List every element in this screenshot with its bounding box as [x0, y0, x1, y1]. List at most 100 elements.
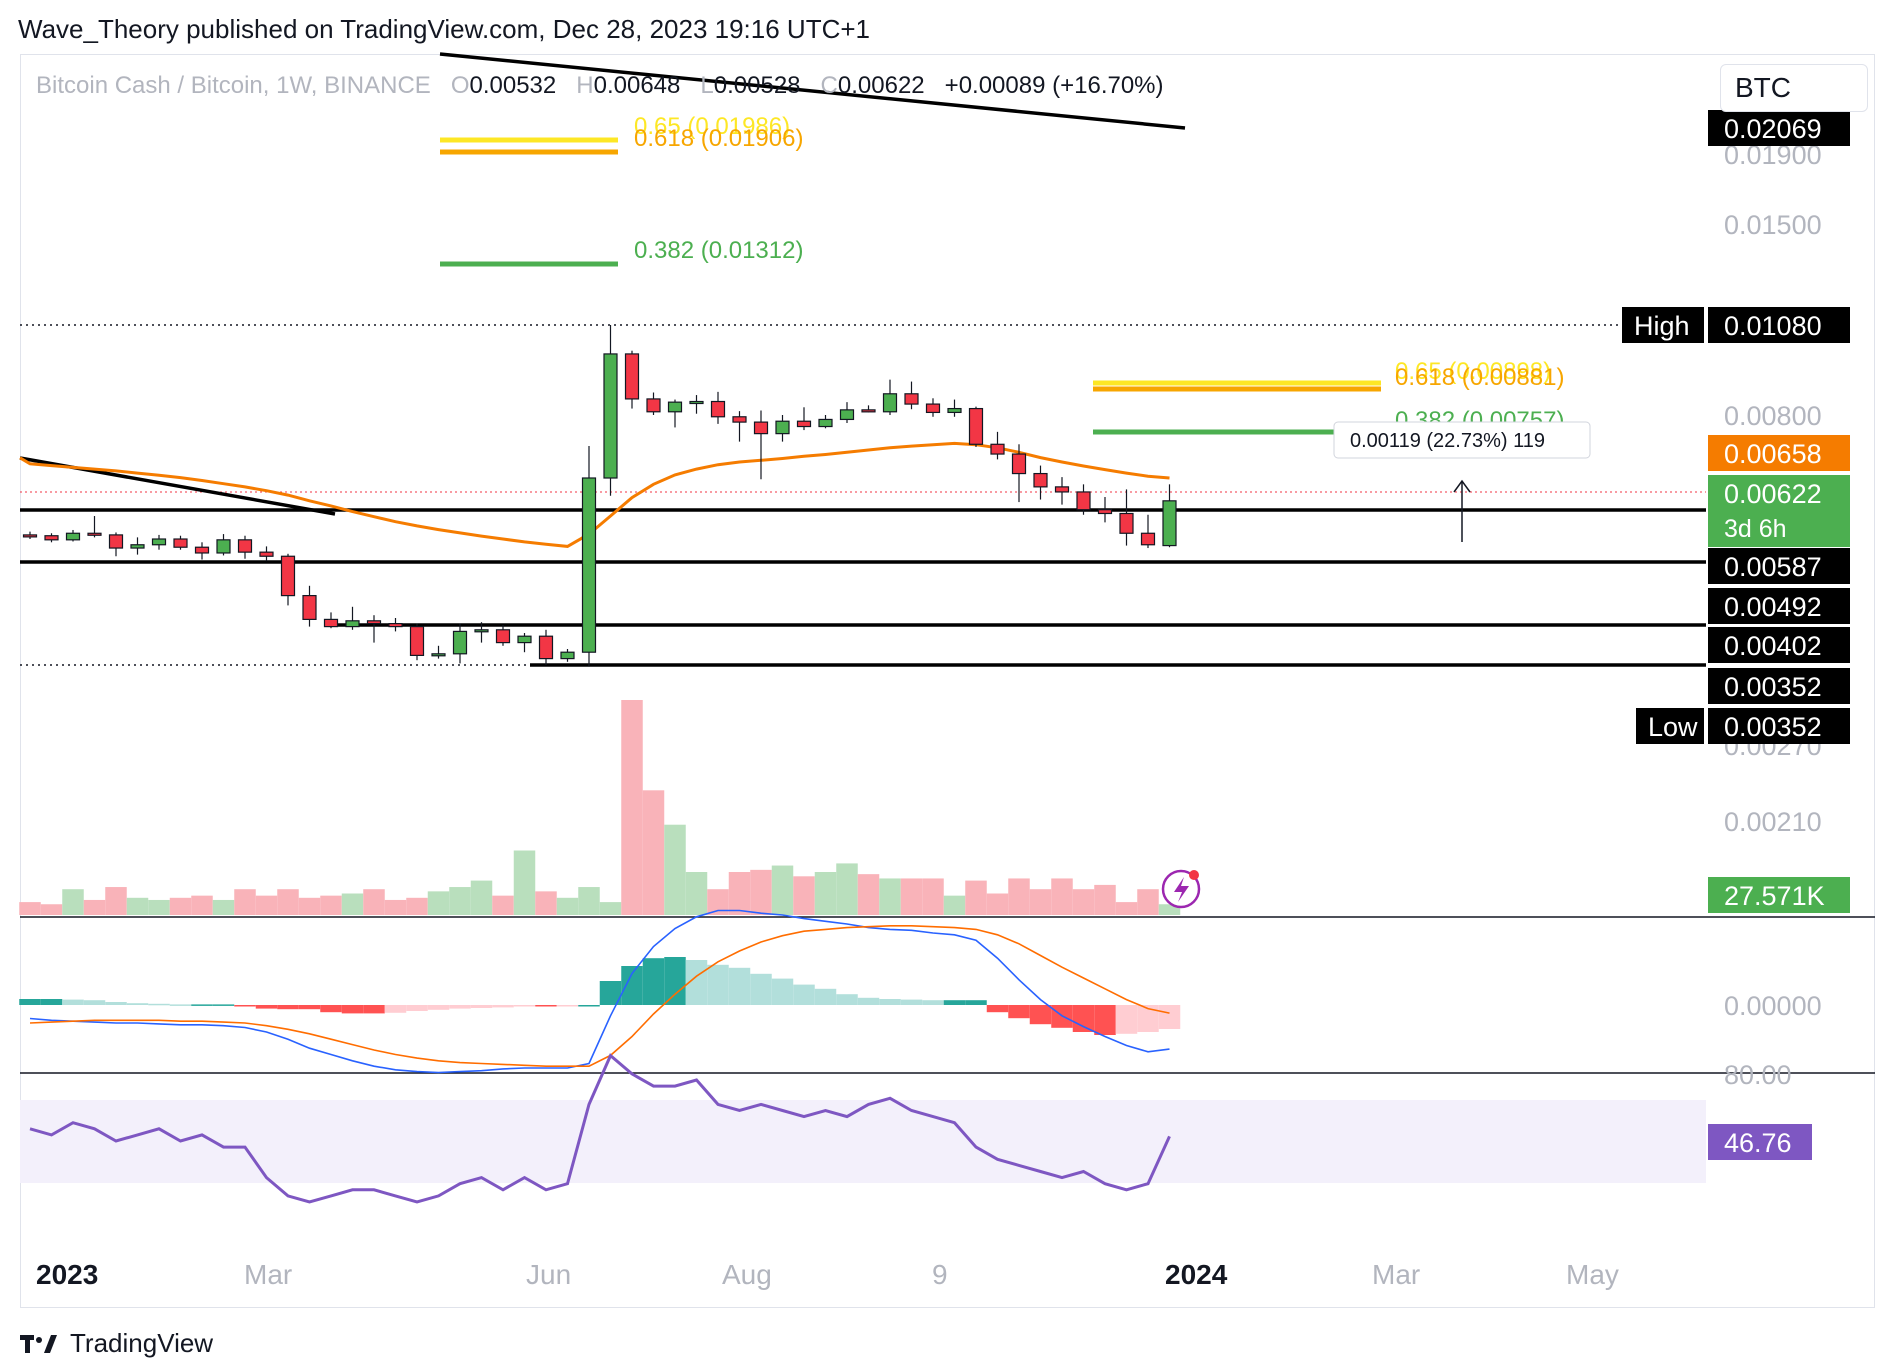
candle	[818, 415, 833, 429]
candle-body	[302, 594, 317, 620]
volume-bar	[1158, 904, 1181, 915]
price-label-countdown: 3d 6h	[1724, 515, 1787, 543]
macd-histogram-bar	[449, 1005, 471, 1009]
legend-high: 0.00648	[593, 72, 681, 99]
candle	[474, 622, 489, 643]
symbol-selector[interactable]: BTC	[1720, 64, 1868, 112]
macd-histogram-bar	[255, 1005, 278, 1009]
macd-histogram-bar	[105, 1002, 127, 1005]
macd-histogram-bar	[814, 988, 837, 1005]
candle	[1011, 444, 1027, 503]
volume-bar	[255, 895, 278, 915]
price-axis-tick: 0.00210	[1724, 807, 1822, 837]
candle	[882, 379, 898, 415]
candles	[22, 325, 1177, 667]
fib-upper-line	[440, 137, 618, 143]
candle-body	[517, 635, 532, 644]
symbol-legend: Bitcoin Cash / Bitcoin, 1W, BINANCE O0.0…	[36, 72, 1164, 100]
candle	[22, 531, 38, 540]
time-axis-tick: 2023	[36, 1259, 98, 1290]
candle	[667, 399, 683, 428]
volume-bar	[298, 897, 321, 915]
measure-arrow-head	[1453, 479, 1471, 493]
candle-body	[495, 629, 511, 644]
volume-bar	[470, 880, 493, 915]
volume-bar	[148, 899, 170, 915]
tradingview-logo-icon	[20, 1334, 57, 1353]
macd-histogram-bar	[320, 1005, 342, 1013]
candle-body	[259, 551, 274, 557]
price-label-value: 0.00622	[1724, 479, 1822, 509]
volume-bar	[879, 878, 901, 915]
candle-body	[861, 409, 876, 413]
macd-histogram-bar	[1158, 1005, 1181, 1029]
footer-brand[interactable]: TradingView	[20, 1328, 213, 1359]
chart-frame	[20, 54, 1875, 1308]
price-axis-tick: 0.00800	[1724, 401, 1822, 431]
candle-body	[796, 420, 812, 428]
macd-histogram-bar	[642, 958, 665, 1005]
candle-body	[947, 407, 962, 414]
candle-body	[732, 416, 747, 423]
rsi-band	[20, 1100, 1706, 1183]
macd-histogram-bar	[384, 1005, 407, 1013]
macd-histogram-bar	[40, 999, 63, 1005]
time-axis: 2023 Mar Jun Aug 9 2024 Mar May	[36, 1259, 1619, 1290]
candle-body	[839, 409, 855, 421]
alert-icon	[1161, 869, 1201, 909]
volume-bar	[62, 889, 84, 915]
candle-body	[452, 630, 468, 655]
candle-body	[710, 400, 726, 418]
candle-body	[474, 629, 489, 633]
volume-bar	[1008, 878, 1030, 915]
candle	[517, 633, 532, 653]
price-label-key: Low	[1648, 712, 1698, 742]
volume-label-box	[1708, 877, 1850, 913]
volume-bar	[642, 790, 665, 915]
measure-label: 0.00119 (22.73%) 119	[1350, 430, 1545, 452]
macd-histogram-bar	[900, 999, 923, 1005]
candle	[581, 446, 597, 667]
macd-histogram-bar	[664, 957, 686, 1005]
macd-histogram-bar	[148, 1003, 170, 1006]
volume-bar	[1072, 889, 1095, 915]
macd-histogram-bar	[234, 1005, 256, 1007]
volume-bar	[212, 899, 235, 915]
volume-bar	[1051, 878, 1073, 915]
macd-histogram-bar	[879, 999, 901, 1005]
candle-body	[925, 403, 941, 414]
candle	[108, 532, 124, 557]
volume-bar	[83, 899, 106, 915]
publisher-line: Wave_Theory published on TradingView.com…	[18, 14, 870, 44]
legend-close: 0.00622	[837, 72, 925, 99]
candle	[409, 623, 425, 661]
price-label-box	[1708, 475, 1850, 547]
candle-body	[1097, 509, 1113, 515]
candle-body	[65, 532, 81, 541]
candle	[968, 406, 984, 447]
candle-body	[87, 532, 102, 536]
macd-histogram-bar	[406, 1005, 428, 1011]
price-label-value: 0.01080	[1724, 311, 1822, 341]
candle-body	[388, 622, 403, 628]
candle-body	[560, 651, 575, 660]
candle-body	[1054, 486, 1070, 493]
candle	[366, 615, 382, 643]
macd-histogram-bar	[1094, 1005, 1116, 1035]
fib-lower-line	[1093, 386, 1381, 392]
candle	[925, 398, 941, 417]
volume-bar	[277, 889, 299, 915]
macd-histogram-bar	[599, 981, 622, 1005]
candle	[990, 431, 1005, 460]
macd-histogram-bar	[965, 1000, 987, 1005]
legend-open-key: O	[450, 72, 470, 99]
volume-bar	[406, 897, 428, 915]
candle	[1076, 484, 1091, 515]
candle-body	[968, 407, 984, 445]
macd-histogram-bar	[277, 1005, 299, 1010]
macd-histogram-bar	[427, 1005, 450, 1010]
macd-histogram-bar	[363, 1005, 385, 1014]
candle	[1097, 497, 1113, 523]
price-axis: 0.019000.015000.008000.002700.002100.010…	[1622, 110, 1850, 1162]
